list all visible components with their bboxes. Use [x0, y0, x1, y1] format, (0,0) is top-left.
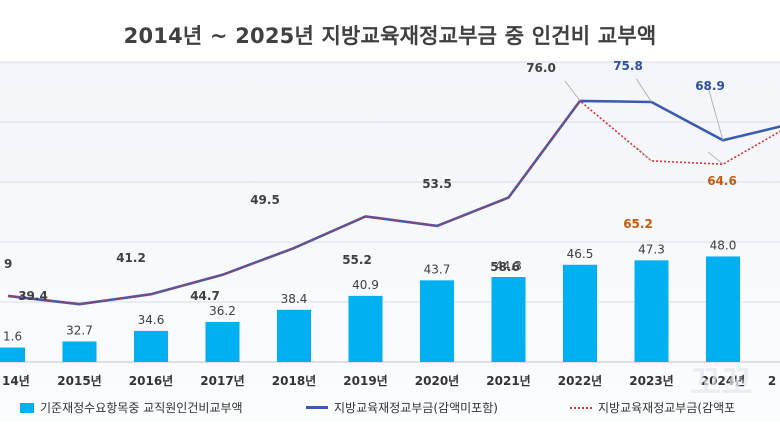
bar-label-2020년: 43.7 [424, 262, 451, 276]
x-tick-2019년: 2019년 [343, 374, 387, 388]
bar-label-2018년: 38.4 [281, 292, 308, 306]
legend-item-bars: 기준재정수요항목중 교직원인건비교부액 [20, 399, 243, 416]
line-label-4: 49.5 [250, 193, 280, 207]
x-tick-2021년: 2021년 [486, 374, 530, 388]
line-label-6: 53.5 [422, 177, 452, 191]
bar-label-2017년: 36.2 [209, 304, 236, 318]
x-tick-2023년: 2023년 [629, 374, 673, 388]
line-label-9: 75.8 [613, 59, 643, 73]
bar-2023년 [634, 260, 669, 362]
legend-label-bars: 기준재정수요항목중 교직원인건비교부액 [40, 401, 243, 415]
line-label-0: 9 [4, 257, 12, 271]
x-axis-ticks: 14년 2015년 2016년 2017년 2018년 2019년 2020년 2021년 20… [2, 374, 776, 388]
bar-2021년 [491, 277, 526, 362]
legend-swatch-dotted [570, 406, 592, 409]
bar-label-2015년: 32.7 [66, 323, 93, 337]
bar-2014년 [0, 347, 25, 362]
bar-2019년 [348, 295, 383, 362]
watermark-logo: 꼬꼬 [690, 363, 753, 403]
line-label-1: 39.4 [18, 289, 48, 303]
legend-label-dotted: 지방교육재정교부금(감액포 [598, 401, 736, 415]
leader-0 [564, 80, 581, 102]
bar-2018년 [277, 309, 311, 362]
leader-3 [636, 146, 652, 162]
bar-2020년 [420, 280, 454, 362]
bar-2017년 [205, 322, 240, 362]
legend-item-line: 지방교육재정교부금(감액미포함) [306, 399, 498, 416]
bar-label-2023년: 47.3 [638, 242, 665, 256]
line-label-7: 58.6 [490, 260, 520, 274]
bar-label-2022년: 46.5 [567, 247, 594, 261]
bar-label-2024년: 48.0 [710, 238, 737, 252]
x-tick-2024년: 2024년 [701, 374, 745, 388]
x-tick-2022년: 2022년 [558, 374, 602, 388]
data-labels: 1.6 32.7 34.6 36.2 38.4 40.9 43.7 44.3 46.5 47.3 4… [3, 59, 737, 344]
line-label-12: 64.6 [707, 174, 737, 188]
leader-4 [707, 151, 724, 165]
line-label-11: 65.2 [623, 217, 653, 231]
line-label-8: 76.0 [526, 61, 556, 75]
x-tick-2016년: 2016년 [129, 374, 173, 388]
leader-2 [707, 86, 724, 141]
x-tick-2025년: 2 [768, 374, 776, 388]
x-tick-2014년: 14년 [2, 374, 30, 388]
x-tick-2015년: 2015년 [57, 374, 101, 388]
line-label-3: 44.7 [190, 289, 220, 303]
legend-swatch-line [306, 406, 328, 409]
chart-title: 2014년 ~ 2025년 지방교육재정교부금 중 인건비 교부액 [123, 24, 657, 48]
bar-2015년 [62, 341, 97, 362]
bar-label-2016년: 34.6 [138, 313, 165, 327]
bar-label-2014년: 1.6 [3, 330, 22, 344]
leader-1 [636, 78, 652, 103]
legend-label-line: 지방교육재정교부금(감액미포함) [334, 401, 498, 415]
legend-item-dotted: 지방교육재정교부금(감액포 [570, 399, 735, 416]
line-label-5: 55.2 [342, 253, 372, 267]
legend-swatch-bar [20, 402, 34, 413]
bar-2024년 [706, 256, 740, 362]
x-tick-2020년: 2020년 [415, 374, 459, 388]
bar-series [0, 256, 740, 362]
x-tick-2018년: 2018년 [272, 374, 316, 388]
legend: 기준재정수요항목중 교직원인건비교부액 지방교육재정교부금(감액미포함) 지방교… [0, 397, 780, 421]
bar-label-2021년: 44.3 [495, 259, 522, 273]
line-series [7, 78, 780, 306]
line-label-10: 68.9 [695, 79, 725, 93]
line-label-2: 41.2 [116, 251, 146, 265]
bar-2022년 [563, 264, 597, 362]
bar-label-2019년: 40.9 [352, 278, 379, 292]
bar-2016년 [134, 330, 168, 362]
x-tick-2017년: 2017년 [200, 374, 244, 388]
line-series-dotted-overlay [7, 100, 581, 305]
